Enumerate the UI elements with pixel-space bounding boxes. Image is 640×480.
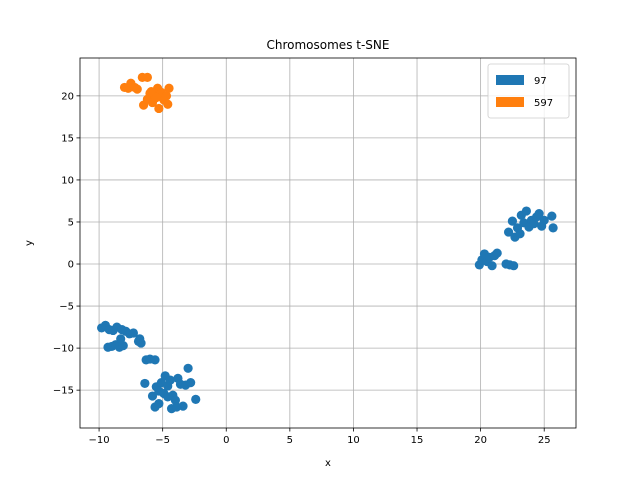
y-tick-label: 5 [68, 217, 74, 228]
legend-box [487, 63, 570, 119]
data-point [164, 83, 174, 93]
data-point [492, 248, 502, 258]
chart-title: Chromosomes t-SNE [267, 38, 390, 52]
x-tick-label: 0 [223, 435, 229, 446]
data-point [163, 392, 173, 402]
data-point [154, 399, 164, 409]
data-point [509, 261, 519, 271]
x-axis-label: x [325, 458, 331, 469]
y-tick-label: 20 [61, 91, 74, 102]
y-tick-label: −5 [59, 302, 74, 313]
data-point [487, 261, 497, 271]
data-point [116, 334, 126, 344]
x-tick-label: 20 [474, 435, 487, 446]
data-point [548, 223, 558, 233]
data-point [515, 229, 525, 239]
y-tick-label: 0 [68, 260, 74, 271]
data-point [183, 363, 193, 373]
data-point [142, 72, 153, 82]
data-point [165, 375, 175, 385]
data-point [132, 84, 142, 94]
data-point [161, 91, 172, 101]
legend-swatch [496, 97, 524, 107]
x-tick-label: 10 [347, 435, 360, 446]
data-point [521, 206, 532, 216]
axis-ticks: −10 −5 0 5 10 15 20 25 −15 −10 −5 0 5 10 15 20 [53, 91, 551, 446]
data-point [135, 334, 145, 344]
data-point [507, 216, 518, 226]
data-point [163, 99, 173, 109]
series-597 [119, 72, 174, 114]
data-point [191, 394, 201, 405]
data-point [150, 355, 160, 365]
y-tick-label: −10 [53, 344, 74, 355]
y-axis-label: y [24, 240, 35, 246]
y-tick-label: −15 [53, 386, 74, 397]
series-layer [97, 72, 558, 414]
data-point [128, 328, 139, 338]
data-point [539, 215, 549, 225]
x-tick-label: 5 [287, 435, 293, 446]
y-tick-label: 10 [61, 175, 74, 186]
data-point [154, 103, 164, 114]
legend: 97 597 [487, 63, 570, 119]
data-point [186, 377, 196, 388]
data-point [534, 208, 544, 219]
data-point [172, 402, 182, 412]
x-tick-label: 15 [411, 435, 424, 446]
data-point [147, 391, 158, 401]
x-tick-label: −10 [89, 435, 110, 446]
data-point [140, 378, 150, 389]
data-point [151, 92, 161, 103]
series-97 [97, 206, 558, 414]
legend-label: 97 [534, 76, 547, 87]
plot-frame [79, 57, 577, 429]
legend-swatch [496, 75, 524, 85]
y-tick-label: 15 [61, 133, 74, 144]
data-point [503, 227, 514, 237]
legend-label: 597 [534, 98, 553, 109]
x-tick-label: 25 [538, 435, 551, 446]
x-tick-label: −5 [155, 435, 170, 446]
data-point [547, 211, 557, 221]
